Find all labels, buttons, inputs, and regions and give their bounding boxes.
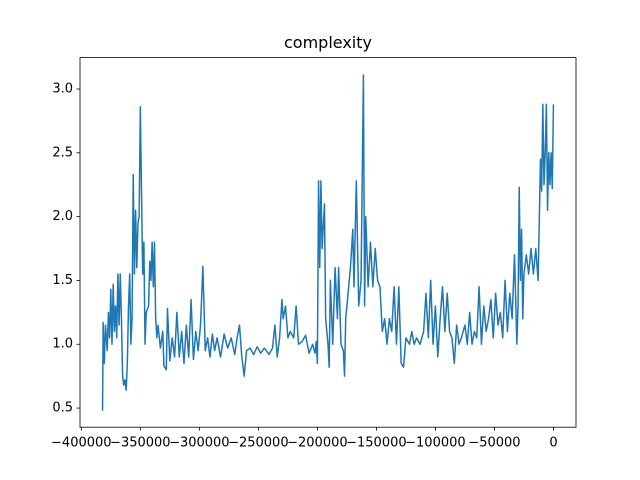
x-tick-label: −100000: [405, 436, 466, 451]
x-tick-label: −350000: [110, 436, 171, 451]
axes-frame: [79, 57, 577, 428]
x-tick-label: −250000: [228, 436, 289, 451]
x-tick-label: 0: [549, 436, 557, 451]
y-tick-label: 1.0: [52, 337, 73, 352]
x-tick-label: −150000: [346, 436, 407, 451]
x-tick-label: −200000: [287, 436, 348, 451]
y-tick-label: 1.5: [52, 273, 73, 288]
y-tick-label: 2.0: [52, 209, 73, 224]
x-tick-label: −50000: [468, 436, 520, 451]
line: [101, 74, 555, 411]
chart-title: complexity: [284, 33, 372, 52]
y-tick-label: 3.0: [52, 81, 73, 96]
x-tick-label: −300000: [169, 436, 230, 451]
y-tick-label: 2.5: [52, 145, 73, 160]
y-tick-label: 0.5: [52, 401, 73, 416]
x-tick-label: −400000: [51, 436, 112, 451]
